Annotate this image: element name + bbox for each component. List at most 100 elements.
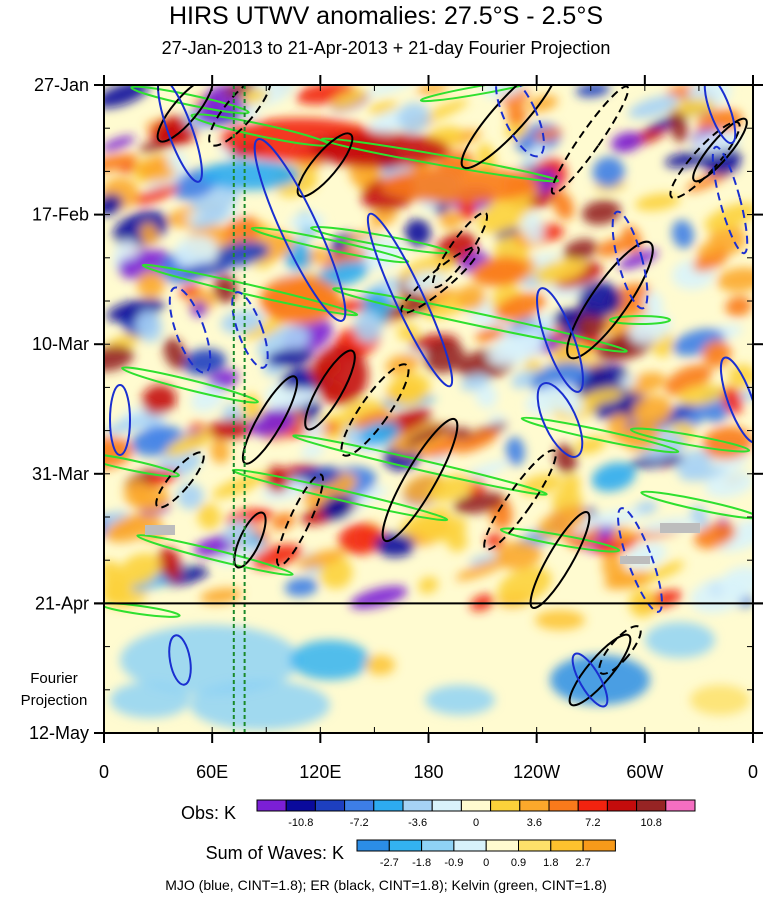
obs-anomaly-patch <box>474 382 498 409</box>
obs-anomaly-patch <box>455 557 510 581</box>
obs-anomaly-core <box>200 160 300 190</box>
kelvin-contour <box>419 85 541 103</box>
obs-anomaly-patch <box>694 522 736 549</box>
waves-colorbar-tick-label: -2.7 <box>380 857 399 869</box>
missing-data-patch <box>145 525 175 535</box>
waves-colorbar-swatch <box>518 839 552 852</box>
mjo-contour <box>703 85 737 145</box>
mjo-contour <box>253 138 347 322</box>
obs-colorbar-swatch <box>256 799 287 812</box>
projection-anomaly-patch <box>290 640 370 680</box>
obs-colorbar-swatch <box>636 799 667 812</box>
kelvin-contour <box>130 85 250 115</box>
obs-anomaly-patch <box>397 102 431 133</box>
mjo-contour <box>157 85 203 183</box>
mjo-contour <box>536 287 584 393</box>
kelvin-contour <box>640 490 753 520</box>
obs-anomaly-patch <box>634 193 681 211</box>
obs-anomaly-patch <box>168 151 188 173</box>
obs-anomaly-patch <box>697 241 726 257</box>
waves-colorbar-tick-label: 2.7 <box>575 857 590 869</box>
obs-colorbar: -10.8 -7.2 -3.6 0 3.6 7.2 10.8 Obs: K <box>181 799 696 829</box>
obs-anomaly-patch <box>693 248 729 272</box>
er-contour <box>550 85 630 195</box>
obs-anomaly-patch <box>612 526 633 542</box>
obs-colorbar-tick-label: 3.6 <box>527 817 542 829</box>
waves-colorbar-swatch <box>550 839 584 852</box>
obs-colorbar-swatch <box>344 799 375 812</box>
obs-anomaly-patch <box>296 549 346 569</box>
obs-colorbar-tick-label: -3.6 <box>408 817 427 829</box>
kelvin-contour <box>141 263 359 317</box>
obs-anomaly-patch <box>664 364 712 396</box>
obs-anomaly-patch <box>174 235 219 269</box>
obs-anomaly-patch <box>104 345 134 372</box>
obs-anomaly-patch <box>626 372 666 395</box>
waves-colorbar-swatch <box>421 839 455 852</box>
mjo-contour <box>611 210 649 310</box>
obs-anomaly-patch <box>597 238 628 258</box>
obs-anomaly-patch <box>163 337 187 370</box>
obs-anomaly-patch <box>459 198 476 221</box>
kelvin-contour <box>104 602 181 618</box>
obs-anomaly-patch <box>581 200 621 225</box>
x-tick-label: 60W <box>626 762 663 782</box>
obs-anomaly-patch <box>416 85 448 95</box>
er-contour <box>381 417 459 543</box>
obs-anomaly-patch <box>104 560 122 584</box>
obs-colorbar-swatch <box>402 799 433 812</box>
projection-anomaly-patch <box>120 625 300 695</box>
kelvin-contour <box>121 366 259 404</box>
x-tick-label: 60E <box>196 762 228 782</box>
obs-anomaly-core <box>260 275 340 325</box>
obs-anomaly-patch <box>165 431 213 457</box>
obs-colorbar-swatch <box>373 799 404 812</box>
obs-anomaly-patch <box>628 95 681 119</box>
kelvin-contour <box>332 287 628 353</box>
wave-contours <box>104 85 753 733</box>
obs-anomaly-patch <box>428 474 476 502</box>
x-tick-label: 0 <box>748 762 758 782</box>
obs-anomaly-patch <box>725 296 753 317</box>
projection-anomaly-patch <box>190 680 330 730</box>
obs-anomaly-patch <box>418 576 439 594</box>
kelvin-contour <box>104 452 180 478</box>
kelvin-contour <box>629 427 751 453</box>
obs-anomaly-patch <box>220 309 264 334</box>
y-tick-label: 27-Jan <box>34 75 89 95</box>
obs-anomaly-patch <box>534 258 587 285</box>
obs-anomaly-patch <box>668 98 715 117</box>
obs-anomaly-patch <box>424 339 465 374</box>
obs-anomaly-patch <box>704 470 753 498</box>
waves-colorbar-label: Sum of Waves: K <box>206 843 344 863</box>
missing-data-patch <box>660 523 700 533</box>
obs-anomaly-patch <box>300 443 325 458</box>
er-contour <box>233 511 267 569</box>
obs-anomaly-patch <box>104 153 138 173</box>
obs-anomaly-patch <box>552 190 574 221</box>
waves-colorbar-swatch <box>453 839 487 852</box>
obs-anomaly-patch <box>200 587 242 605</box>
y-tick-label: 12-May <box>29 723 89 743</box>
colorbars: -10.8 -7.2 -3.6 0 3.6 7.2 10.8 Obs: K -2.7 -1.8 -0… <box>181 799 696 869</box>
obs-colorbar-tick-label: 10.8 <box>640 817 661 829</box>
obs-anomaly-patch <box>471 256 528 287</box>
er-contour <box>483 449 557 551</box>
obs-anomaly-patch <box>629 455 684 468</box>
mjo-contour <box>495 85 545 158</box>
obs-anomaly-patch <box>114 240 139 259</box>
x-tick-label: 180 <box>413 762 443 782</box>
obs-anomaly-patch <box>575 85 610 98</box>
projection-anomaly-patch <box>110 682 190 718</box>
obs-anomaly-patch <box>554 444 577 474</box>
obs-anomaly-patch <box>677 384 725 406</box>
er-contour <box>400 245 480 315</box>
missing-data-patch <box>620 556 650 564</box>
obs-anomaly-patch <box>135 310 163 343</box>
obs-anomaly-patch <box>386 298 434 319</box>
obs-colorbar-swatch <box>577 799 608 812</box>
obs-colorbar-swatch <box>314 799 346 812</box>
projection-label-line2: Projection <box>20 692 88 709</box>
obs-anomaly-patch <box>315 260 369 289</box>
